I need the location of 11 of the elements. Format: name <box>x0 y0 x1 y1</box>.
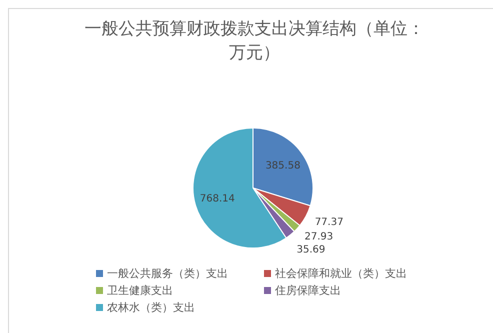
data-label: 35.69 <box>296 244 326 256</box>
legend-label: 社会保障和就业（类）支出 <box>275 267 407 280</box>
data-label: 385.58 <box>265 160 300 172</box>
data-label: 27.93 <box>304 231 334 242</box>
chart-title: 一般公共预算财政拨款支出决算结构（单位：万元） <box>84 19 424 63</box>
legend-label: 卫生健康支出 <box>107 284 173 298</box>
legend-label: 一般公共服务（类）支出 <box>107 267 228 280</box>
data-label: 768.14 <box>200 193 235 204</box>
legend-label: 住房保障支出 <box>275 284 341 298</box>
data-label: 77.37 <box>314 216 344 228</box>
legend-label: 农林水（类）支出 <box>107 301 195 314</box>
